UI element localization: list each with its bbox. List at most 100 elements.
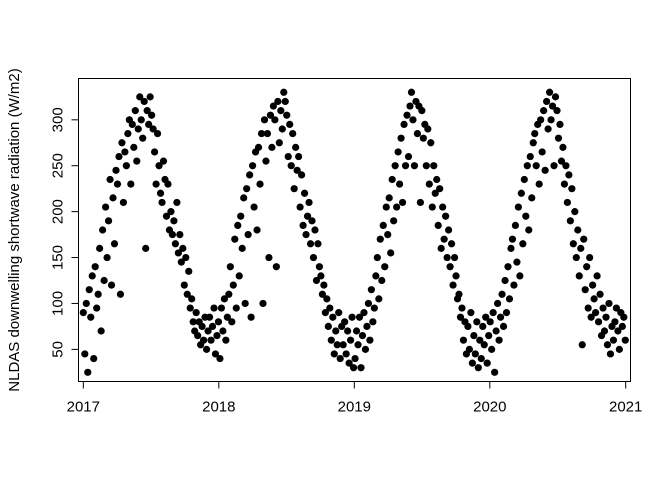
- data-point: [103, 253, 111, 262]
- data-point: [182, 253, 190, 262]
- data-point: [477, 354, 485, 363]
- data-point: [271, 116, 279, 124]
- data-point: [526, 152, 534, 161]
- data-point: [400, 120, 408, 129]
- data-point: [393, 203, 401, 211]
- data-point: [464, 322, 472, 331]
- data-point: [275, 139, 283, 147]
- data-point: [482, 313, 490, 321]
- data-point: [265, 253, 273, 262]
- data-point: [378, 276, 386, 285]
- data-point: [351, 354, 359, 363]
- data-point: [403, 111, 411, 119]
- data-point: [465, 345, 473, 353]
- data-point: [269, 102, 277, 110]
- data-point: [345, 359, 353, 367]
- data-point: [272, 263, 280, 271]
- x-tick-label: 2017: [67, 399, 100, 416]
- x-axis: 2017 2018 2019 2020 2021: [67, 381, 642, 416]
- data-point: [336, 354, 344, 363]
- data-point: [590, 295, 598, 303]
- data-point: [240, 194, 248, 202]
- data-point: [535, 180, 543, 188]
- data-point: [565, 171, 573, 179]
- data-point: [452, 272, 460, 280]
- data-point: [434, 221, 442, 230]
- data-point: [488, 345, 496, 353]
- data-point: [554, 134, 563, 142]
- data-point: [614, 327, 622, 335]
- data-point: [208, 322, 217, 331]
- data-point: [376, 235, 384, 243]
- data-point: [200, 336, 208, 344]
- data-point: [474, 364, 482, 372]
- data-point: [476, 336, 484, 344]
- data-point: [440, 235, 448, 243]
- data-point: [116, 290, 125, 298]
- data-point: [96, 244, 104, 252]
- data-point: [430, 162, 438, 170]
- data-point: [344, 327, 352, 335]
- data-point: [176, 230, 184, 239]
- data-point: [183, 290, 191, 298]
- data-point: [522, 212, 530, 220]
- data-point: [174, 249, 182, 257]
- data-point: [502, 309, 511, 317]
- data-point: [305, 198, 313, 207]
- data-point: [121, 148, 129, 156]
- data-point: [543, 97, 551, 106]
- data-point: [341, 318, 349, 326]
- data-point: [605, 299, 613, 308]
- data-point: [483, 359, 491, 367]
- data-point: [232, 304, 240, 312]
- data-point: [433, 175, 441, 184]
- data-point: [560, 180, 569, 188]
- data-point: [505, 295, 514, 303]
- data-point: [388, 175, 396, 184]
- data-point: [278, 125, 286, 133]
- data-point: [171, 240, 179, 248]
- data-point: [238, 244, 246, 252]
- data-point: [156, 189, 165, 197]
- data-point: [287, 162, 295, 170]
- data-point: [382, 203, 390, 211]
- data-point: [231, 235, 239, 243]
- data-point: [520, 175, 528, 184]
- data-point: [222, 336, 230, 344]
- data-point: [257, 129, 266, 138]
- data-point: [312, 276, 321, 285]
- data-point: [373, 253, 381, 262]
- data-point: [473, 318, 481, 326]
- data-point: [548, 102, 557, 110]
- data-point: [153, 129, 162, 138]
- data-point: [379, 221, 387, 230]
- data-point: [303, 212, 312, 220]
- data-point: [249, 162, 257, 170]
- y-tick-label: 100: [50, 291, 67, 316]
- data-point: [384, 230, 392, 239]
- data-point: [586, 253, 594, 262]
- data-point: [410, 162, 419, 170]
- data-point: [424, 125, 432, 133]
- data-point: [531, 129, 539, 138]
- data-point: [292, 143, 300, 151]
- data-point: [299, 221, 307, 230]
- data-point: [551, 93, 560, 101]
- data-point: [229, 281, 237, 289]
- data-point: [225, 290, 233, 298]
- data-point: [94, 290, 102, 298]
- data-point: [397, 134, 405, 142]
- data-point: [603, 341, 612, 349]
- data-point: [113, 180, 122, 188]
- data-point: [320, 281, 328, 289]
- data-point: [418, 107, 426, 115]
- data-point: [471, 350, 479, 358]
- data-point: [508, 235, 517, 243]
- data-point: [100, 276, 108, 285]
- x-tick-label: 2018: [202, 399, 235, 416]
- data-point: [606, 350, 615, 358]
- data-point: [247, 313, 255, 321]
- data-point: [194, 331, 202, 340]
- data-point: [286, 120, 294, 129]
- data-point: [131, 107, 139, 115]
